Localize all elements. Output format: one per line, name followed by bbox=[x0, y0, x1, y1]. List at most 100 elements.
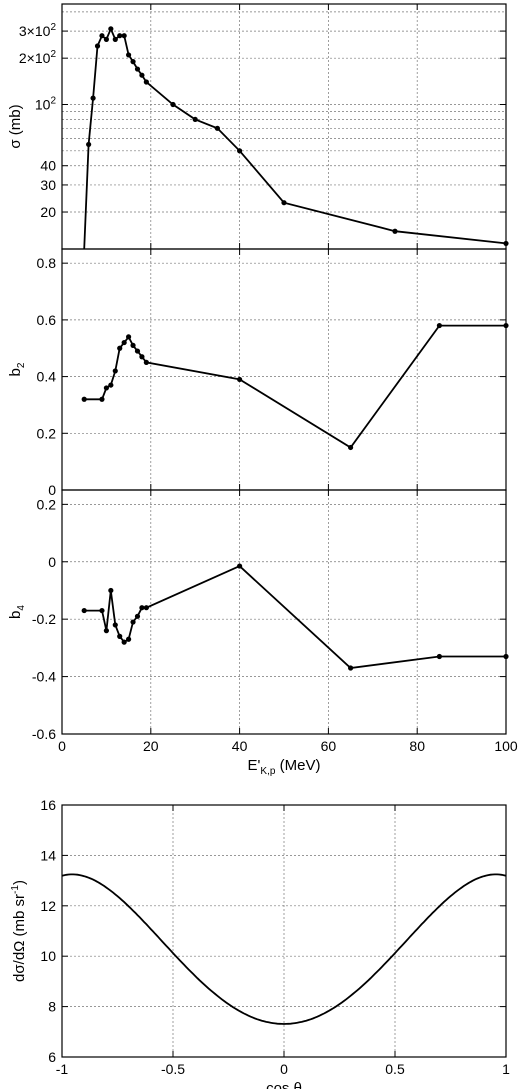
x-tick-label: 40 bbox=[232, 738, 248, 754]
y-tick-label: -0.4 bbox=[32, 669, 56, 685]
y-tick-label: 0.2 bbox=[37, 425, 57, 441]
data-point bbox=[103, 628, 109, 634]
x-tick-label: 60 bbox=[321, 738, 337, 754]
y-axis-label-text: dσ/dΩ (mb sr-1) bbox=[10, 880, 28, 982]
panel-2: 0 0.2 0.4 0.6 0.8 b2 bbox=[7, 248, 509, 498]
x-tick-label: 0 bbox=[280, 1061, 288, 1077]
data-point bbox=[126, 52, 132, 58]
y-tick-label: 6 bbox=[48, 1049, 56, 1065]
y-tick-label: 14 bbox=[40, 847, 56, 863]
series-line bbox=[84, 565, 506, 669]
x-tick-label: 1 bbox=[502, 1061, 510, 1077]
series-line bbox=[83, 26, 507, 250]
data-point bbox=[112, 36, 118, 42]
data-point bbox=[121, 33, 127, 39]
y-tick-label: -0.2 bbox=[32, 611, 56, 627]
y-tick-label: 2×102 bbox=[19, 49, 57, 66]
data-point bbox=[143, 359, 149, 366]
y-axis-label-text: b4 bbox=[7, 605, 27, 619]
y-tick-label: 102 bbox=[35, 95, 57, 112]
x-tick-label: 80 bbox=[409, 738, 425, 754]
data-point bbox=[348, 444, 354, 451]
data-point bbox=[143, 605, 149, 611]
data-point bbox=[126, 334, 132, 340]
y-tick-label: 0.8 bbox=[37, 255, 57, 271]
data-point bbox=[94, 43, 101, 49]
data-point bbox=[139, 605, 145, 611]
y-tick-label: 8 bbox=[48, 999, 56, 1015]
data-point bbox=[503, 653, 509, 660]
x-tick-label: -0.5 bbox=[161, 1061, 185, 1077]
x-tick-label: -1 bbox=[56, 1061, 69, 1077]
data-point bbox=[237, 563, 243, 569]
data-point bbox=[81, 607, 87, 614]
y-tick-label: 12 bbox=[40, 898, 56, 914]
data-point bbox=[103, 36, 109, 42]
data-point bbox=[214, 125, 220, 131]
data-point bbox=[112, 622, 118, 628]
data-point bbox=[134, 66, 141, 72]
y-tick-label: 0 bbox=[48, 482, 56, 498]
y-tick-label: 20 bbox=[40, 204, 56, 220]
x-axis-label: E'K,p (MeV) bbox=[248, 757, 321, 777]
data-point bbox=[117, 33, 123, 39]
data-point bbox=[126, 636, 132, 642]
data-point bbox=[170, 101, 176, 108]
data-point bbox=[112, 368, 118, 374]
panel-3: 0 20 40 60 80 100 -0.6 -0.4 -0.2 0 0.2 b4 E'K,p (MeV… bbox=[7, 489, 518, 777]
data-point bbox=[130, 342, 136, 348]
y-axis-label-text: σ (mb) bbox=[7, 104, 24, 148]
y-axis-label: b4 bbox=[7, 605, 27, 619]
data-point bbox=[348, 665, 354, 671]
data-point bbox=[134, 348, 141, 354]
data-point bbox=[117, 345, 123, 351]
y-tick-label: 0.4 bbox=[37, 369, 57, 385]
data-point bbox=[130, 619, 136, 625]
y-tick-label: 0.6 bbox=[37, 312, 57, 328]
panel-1: 20 30 40 102 2×102 3×102 σ (mb) bbox=[7, 3, 509, 250]
data-point bbox=[139, 72, 145, 78]
y-tick-label: -0.6 bbox=[32, 726, 56, 742]
data-point bbox=[99, 396, 105, 402]
data-point bbox=[99, 607, 105, 614]
data-point bbox=[90, 95, 96, 101]
data-point bbox=[103, 385, 109, 391]
y-tick-label: 30 bbox=[40, 177, 56, 193]
y-tick-label: 16 bbox=[40, 797, 56, 813]
x-tick-label: 0.5 bbox=[385, 1061, 405, 1077]
data-point bbox=[130, 59, 136, 65]
data-point bbox=[503, 240, 509, 247]
data-point bbox=[192, 116, 198, 123]
plot-frame bbox=[61, 248, 507, 491]
data-point bbox=[281, 200, 287, 206]
data-point bbox=[121, 639, 127, 645]
y-axis-label: b2 bbox=[7, 362, 27, 376]
x-tick-label: 20 bbox=[143, 738, 159, 754]
y-axis-label: dσ/dΩ (mb sr-1) bbox=[10, 880, 28, 982]
data-point bbox=[86, 141, 92, 148]
y-tick-label: 0.2 bbox=[37, 496, 57, 512]
data-point bbox=[108, 587, 114, 594]
data-point bbox=[99, 33, 105, 39]
data-point bbox=[134, 613, 141, 619]
angular-distribution-curve bbox=[61, 873, 507, 1025]
plot-frame bbox=[61, 489, 507, 735]
data-point bbox=[139, 354, 145, 360]
data-point bbox=[108, 382, 114, 388]
series-line bbox=[84, 324, 506, 449]
y-tick-label: 0 bbox=[48, 554, 56, 570]
data-point bbox=[121, 339, 127, 346]
data-point bbox=[503, 322, 509, 329]
data-point bbox=[108, 26, 114, 32]
y-tick-label: 3×102 bbox=[19, 22, 57, 39]
x-tick-label: 0 bbox=[58, 738, 66, 754]
x-tick-label: 100 bbox=[494, 738, 518, 754]
data-point bbox=[81, 396, 87, 402]
y-axis-label: σ (mb) bbox=[7, 104, 24, 148]
data-point bbox=[117, 633, 123, 640]
y-tick-label: 40 bbox=[40, 158, 56, 174]
data-point bbox=[436, 322, 442, 329]
y-tick-label: 10 bbox=[40, 948, 56, 964]
